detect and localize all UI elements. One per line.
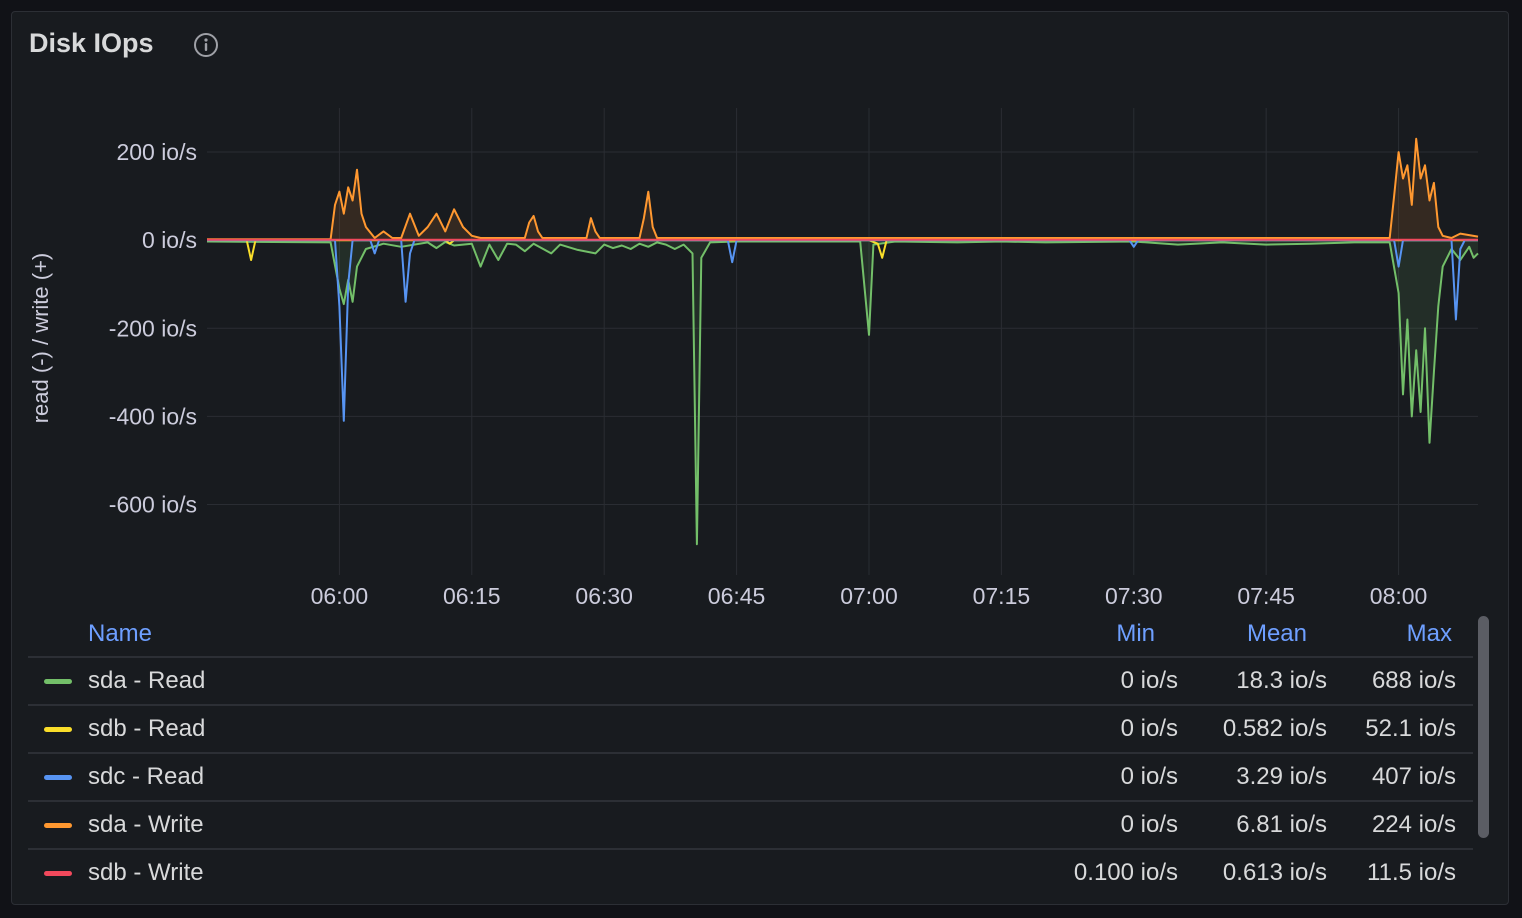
series-mean: 0.582 io/s — [1222, 715, 1327, 742]
legend-scrollbar[interactable] — [1474, 610, 1494, 888]
series-name: sda - Read — [88, 667, 206, 694]
series-max: 688 io/s — [1371, 667, 1456, 694]
max-column-header[interactable]: Max — [1406, 620, 1452, 647]
legend-row[interactable]: sda - Read 0 io/s 18.3 io/s 688 io/s — [28, 658, 1473, 706]
series-mean: 6.81 io/s — [1236, 811, 1327, 838]
legend-table: Name Min Mean Max sda - Read 0 io/s 18.3 i… — [28, 610, 1473, 895]
info-icon[interactable] — [193, 32, 219, 58]
mean-column-header[interactable]: Mean — [1246, 620, 1307, 647]
series-min: 0 io/s — [1120, 811, 1178, 838]
name-column-header[interactable]: Name — [88, 620, 153, 647]
series-min: 0 io/s — [1120, 715, 1178, 742]
series-name: sda - Write — [88, 811, 204, 838]
series-max: 11.5 io/s — [1367, 859, 1456, 886]
legend-row[interactable]: sdb - Write 0.100 io/s 0.613 io/s 11.5 io/s — [28, 850, 1473, 896]
series-mean: 18.3 io/s — [1236, 667, 1327, 694]
series-color-swatch — [44, 775, 72, 780]
series-color-swatch — [44, 823, 72, 828]
series-color-swatch — [44, 871, 72, 876]
series-mean: 3.29 io/s — [1236, 763, 1327, 790]
panel-title: Disk IOps — [29, 28, 154, 58]
legend-row[interactable]: sdb - Read 0 io/s 0.582 io/s 52.1 io/s — [28, 706, 1473, 754]
series-name: sdb - Write — [88, 859, 204, 886]
scrollbar-thumb[interactable] — [1478, 616, 1489, 838]
series-min: 0 io/s — [1120, 763, 1178, 790]
legend-row[interactable]: sda - Write 0 io/s 6.81 io/s 224 io/s — [28, 802, 1473, 850]
series-name: sdb - Read — [88, 715, 206, 742]
series-max: 224 io/s — [1371, 811, 1456, 838]
series-min: 0 io/s — [1120, 667, 1178, 694]
legend-row[interactable]: sdc - Read 0 io/s 3.29 io/s 407 io/s — [28, 754, 1473, 802]
min-column-header[interactable]: Min — [1116, 620, 1155, 647]
series-name: sdc - Read — [88, 763, 205, 790]
series-mean: 0.613 io/s — [1222, 859, 1327, 886]
series-color-swatch — [44, 679, 72, 684]
series-max: 52.1 io/s — [1365, 715, 1456, 742]
series-color-swatch — [44, 727, 72, 732]
series-min: 0.100 io/s — [1073, 859, 1178, 886]
series-max: 407 io/s — [1371, 763, 1456, 790]
legend-header: Name Min Mean Max — [28, 610, 1473, 658]
